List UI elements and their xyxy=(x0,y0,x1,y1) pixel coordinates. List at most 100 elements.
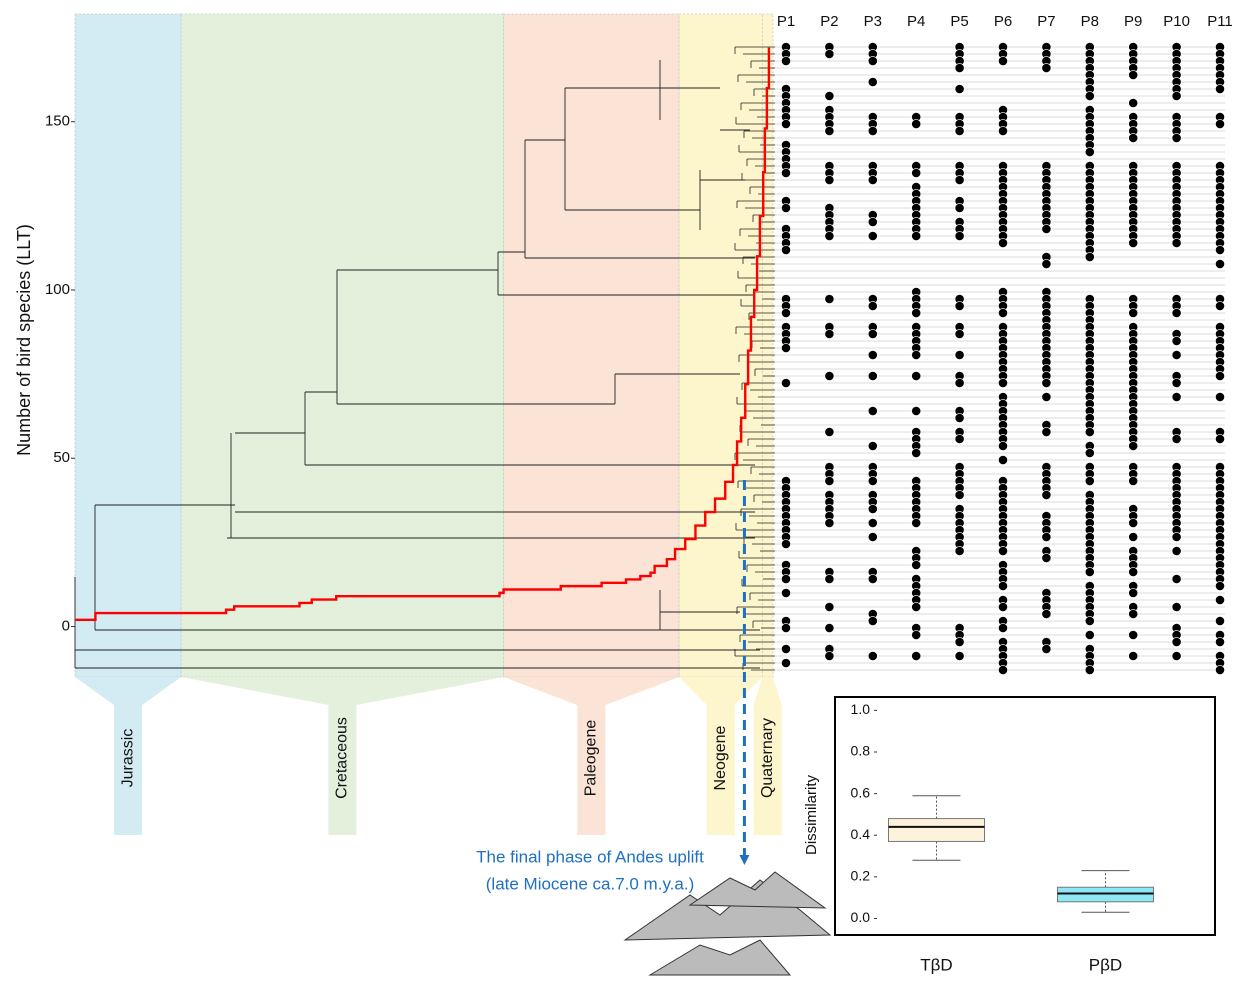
presence-dot xyxy=(1215,665,1224,674)
figure: JurassicCretaceousPaleogeneNeogeneQuater… xyxy=(0,0,1237,981)
presence-dot xyxy=(955,651,964,660)
site-label: P5 xyxy=(950,13,968,30)
x-tick-label: TβD xyxy=(920,955,952,974)
presence-dot xyxy=(781,343,790,352)
presence-dot xyxy=(1085,630,1094,639)
site-label: P3 xyxy=(864,13,882,30)
site-label: P8 xyxy=(1081,13,1099,30)
y-tick-label: 50 xyxy=(53,449,70,466)
presence-dot xyxy=(955,231,964,240)
presence-dot xyxy=(868,504,877,513)
period-label: Paleogene xyxy=(583,720,600,797)
presence-dot xyxy=(781,56,790,65)
presence-dot xyxy=(1215,245,1224,254)
presence-dot xyxy=(868,616,877,625)
presence-dot xyxy=(1129,98,1138,107)
presence-dot xyxy=(1129,532,1138,541)
presence-dot xyxy=(825,574,834,583)
presence-dot xyxy=(1085,448,1094,457)
presence-dot xyxy=(868,532,877,541)
site-label: P6 xyxy=(994,13,1012,30)
presence-dot xyxy=(781,203,790,212)
presence-dot xyxy=(955,175,964,184)
presence-dot xyxy=(1085,476,1094,485)
presence-dot xyxy=(998,455,1007,464)
presence-dot xyxy=(1129,609,1138,618)
presence-dot xyxy=(868,126,877,135)
presence-dot xyxy=(868,329,877,338)
presence-dot xyxy=(781,658,790,667)
presence-dot xyxy=(955,490,964,499)
presence-dot xyxy=(1172,392,1181,401)
presence-dot xyxy=(1215,616,1224,625)
period-label: Cretaceous xyxy=(334,717,351,799)
presence-dot xyxy=(781,168,790,177)
presence-dot xyxy=(912,602,921,611)
y-tick-label: 1.0 xyxy=(851,701,871,717)
site-label: P4 xyxy=(907,13,925,30)
presence-dot xyxy=(912,371,921,380)
period-band xyxy=(75,14,181,677)
inset-frame xyxy=(835,697,1215,935)
presence-dot xyxy=(1215,595,1224,604)
y-tick-label: 0.4 xyxy=(851,826,871,842)
presence-dot xyxy=(912,350,921,359)
presence-dot xyxy=(868,371,877,380)
presence-dot xyxy=(1042,490,1051,499)
presence-dot xyxy=(781,574,790,583)
presence-dot xyxy=(955,203,964,212)
presence-dot xyxy=(912,231,921,240)
presence-dot xyxy=(1042,63,1051,72)
site-label: P10 xyxy=(1163,13,1190,30)
x-tick-label: PβD xyxy=(1089,955,1122,974)
presence-dot xyxy=(868,651,877,660)
presence-dot xyxy=(868,56,877,65)
presence-dot xyxy=(825,49,834,58)
presence-dot xyxy=(955,546,964,555)
presence-dot xyxy=(955,126,964,135)
presence-dot xyxy=(1129,308,1138,317)
presence-dot xyxy=(868,476,877,485)
andes-arrowhead xyxy=(739,855,749,865)
presence-dot xyxy=(955,434,964,443)
y-tick-label: 0.6 xyxy=(851,784,871,800)
presence-dot xyxy=(1215,392,1224,401)
presence-dot xyxy=(912,448,921,457)
presence-dot xyxy=(1215,434,1224,443)
site-label: P9 xyxy=(1124,13,1142,30)
presence-dot xyxy=(825,231,834,240)
presence-dot xyxy=(955,413,964,422)
presence-dot xyxy=(1129,441,1138,450)
presence-dot xyxy=(912,168,921,177)
presence-dot xyxy=(955,329,964,338)
presence-dot xyxy=(1215,301,1224,310)
site-label: P11 xyxy=(1207,13,1233,30)
presence-dot xyxy=(955,350,964,359)
presence-dot xyxy=(825,126,834,135)
presence-dot xyxy=(1215,84,1224,93)
site-label: P7 xyxy=(1037,13,1055,30)
site-label: P2 xyxy=(820,13,838,30)
presence-dot xyxy=(1215,637,1224,646)
presence-dot xyxy=(1129,518,1138,527)
presence-dot xyxy=(1129,70,1138,79)
presence-dot xyxy=(1172,133,1181,142)
presence-dot xyxy=(912,119,921,128)
presence-dot xyxy=(868,175,877,184)
y-tick-label: 0 xyxy=(62,617,70,634)
presence-dot xyxy=(868,301,877,310)
presence-dot xyxy=(998,623,1007,632)
presence-dot xyxy=(825,294,834,303)
period-label: Neogene xyxy=(712,725,729,790)
presence-dot xyxy=(955,63,964,72)
presence-dot xyxy=(868,217,877,226)
presence-dot xyxy=(868,441,877,450)
presence-dot xyxy=(781,308,790,317)
presence-dot xyxy=(998,546,1007,555)
presence-dot xyxy=(998,665,1007,674)
presence-dot xyxy=(998,441,1007,450)
presence-dot xyxy=(1172,434,1181,443)
presence-dot xyxy=(1042,553,1051,562)
presence-dot xyxy=(998,602,1007,611)
